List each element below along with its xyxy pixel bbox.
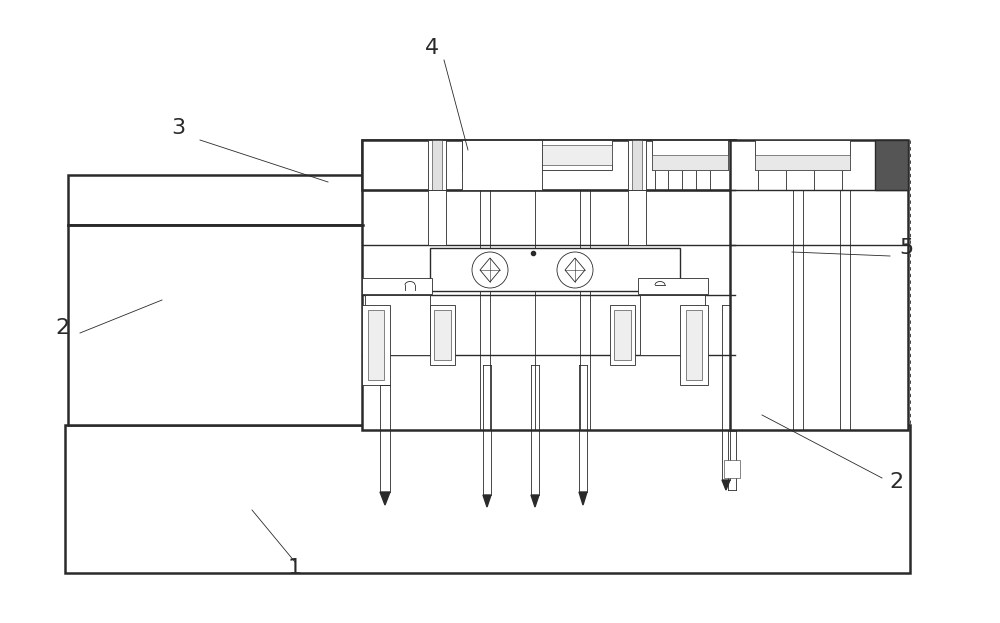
Bar xyxy=(65,425,910,573)
Bar xyxy=(610,305,635,365)
Text: 4: 4 xyxy=(425,38,439,58)
Bar xyxy=(686,310,702,380)
Circle shape xyxy=(557,252,593,288)
Bar xyxy=(680,305,708,385)
Bar xyxy=(640,295,705,355)
Text: 3: 3 xyxy=(171,118,185,138)
Bar xyxy=(652,140,728,170)
Bar xyxy=(462,140,542,190)
Bar xyxy=(428,140,446,190)
Bar xyxy=(430,248,680,291)
Bar xyxy=(430,305,455,365)
Polygon shape xyxy=(565,258,585,282)
Bar xyxy=(462,145,612,165)
Bar xyxy=(362,140,735,190)
Bar xyxy=(362,305,390,385)
Bar xyxy=(632,140,642,190)
Circle shape xyxy=(472,252,508,288)
Bar xyxy=(68,175,363,225)
Text: 2: 2 xyxy=(55,318,69,338)
Polygon shape xyxy=(483,495,491,507)
Bar xyxy=(755,155,850,170)
Polygon shape xyxy=(579,492,587,505)
Polygon shape xyxy=(531,495,539,507)
Bar xyxy=(614,310,631,360)
Polygon shape xyxy=(380,492,390,505)
Text: 5: 5 xyxy=(899,238,913,258)
Bar xyxy=(362,278,432,294)
Bar xyxy=(68,225,363,425)
Bar xyxy=(362,140,735,430)
Bar xyxy=(730,140,908,430)
Bar xyxy=(652,155,728,170)
Bar xyxy=(428,190,446,245)
Bar xyxy=(724,460,740,478)
Bar xyxy=(462,140,612,170)
Polygon shape xyxy=(722,480,730,490)
Bar xyxy=(368,310,384,380)
Text: 1: 1 xyxy=(288,558,302,578)
Bar xyxy=(628,140,646,190)
Bar xyxy=(875,140,908,190)
Text: 2: 2 xyxy=(889,472,903,492)
Bar xyxy=(434,310,451,360)
Bar xyxy=(638,278,708,294)
Bar xyxy=(432,140,442,190)
Bar xyxy=(755,140,850,170)
Polygon shape xyxy=(480,258,500,282)
Bar xyxy=(365,295,430,355)
Bar xyxy=(628,190,646,245)
